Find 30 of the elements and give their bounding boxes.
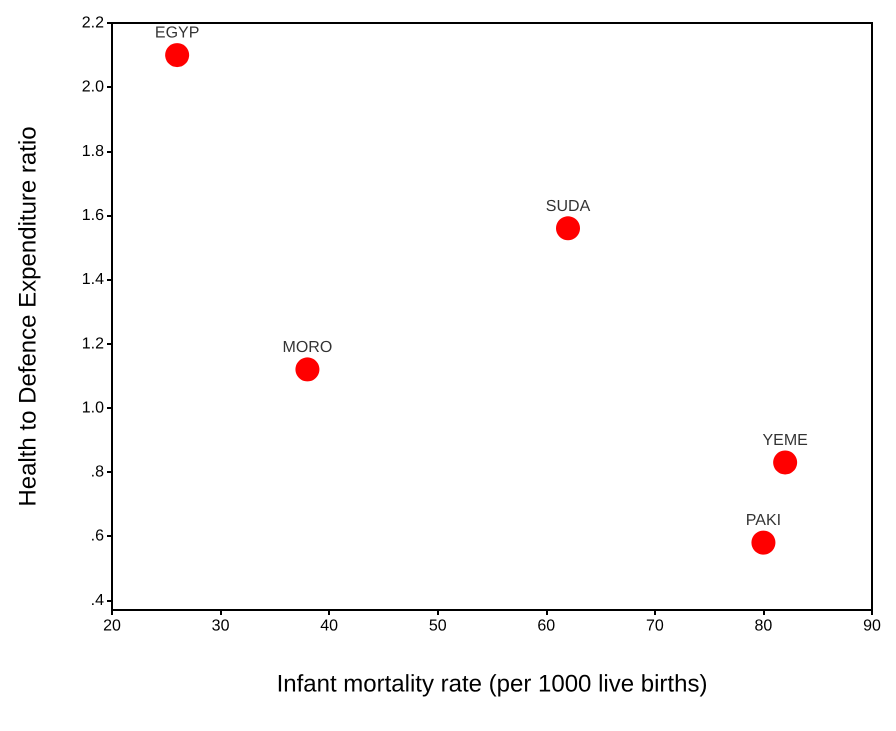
annotation: SUDA [546, 198, 591, 215]
point [295, 357, 320, 382]
point [751, 530, 776, 555]
x-tick-label: 90 [863, 618, 881, 634]
y-tick-label: 1.6 [82, 206, 104, 224]
y-tick-label: 2.0 [82, 78, 104, 96]
x-tick-label: 40 [320, 618, 338, 634]
y-tick-label: .8 [90, 464, 104, 481]
annotation: YEME [762, 432, 808, 449]
y-tick-label: 1.8 [82, 142, 104, 160]
annotation: EGYP [154, 24, 200, 42]
point [556, 216, 580, 240]
y-tick-label: .6 [90, 528, 104, 545]
annotation: PAKI [746, 512, 782, 530]
x-tick-label: 70 [646, 618, 664, 634]
x-tick-label: 50 [428, 618, 447, 634]
x-tick-label: 30 [212, 618, 230, 634]
y-axis-title: Health to Defence Expenditure ratio [14, 126, 42, 507]
y-tick-label: 2.2 [82, 14, 104, 32]
y-tick-label: 1.2 [82, 335, 104, 352]
point [165, 43, 190, 68]
x-tick-label: 80 [754, 618, 772, 634]
annotation: MORO [282, 338, 332, 356]
x-tick-label: 20 [103, 618, 121, 634]
y-tick-label: .4 [90, 592, 104, 609]
y-tick-label: 1.4 [82, 271, 104, 288]
y-tick-label: 1.0 [82, 399, 104, 416]
point [773, 450, 798, 474]
x-tick-label: 60 [537, 618, 556, 634]
x-axis-title: Infant mortality rate (per 1000 live births) [276, 670, 708, 698]
